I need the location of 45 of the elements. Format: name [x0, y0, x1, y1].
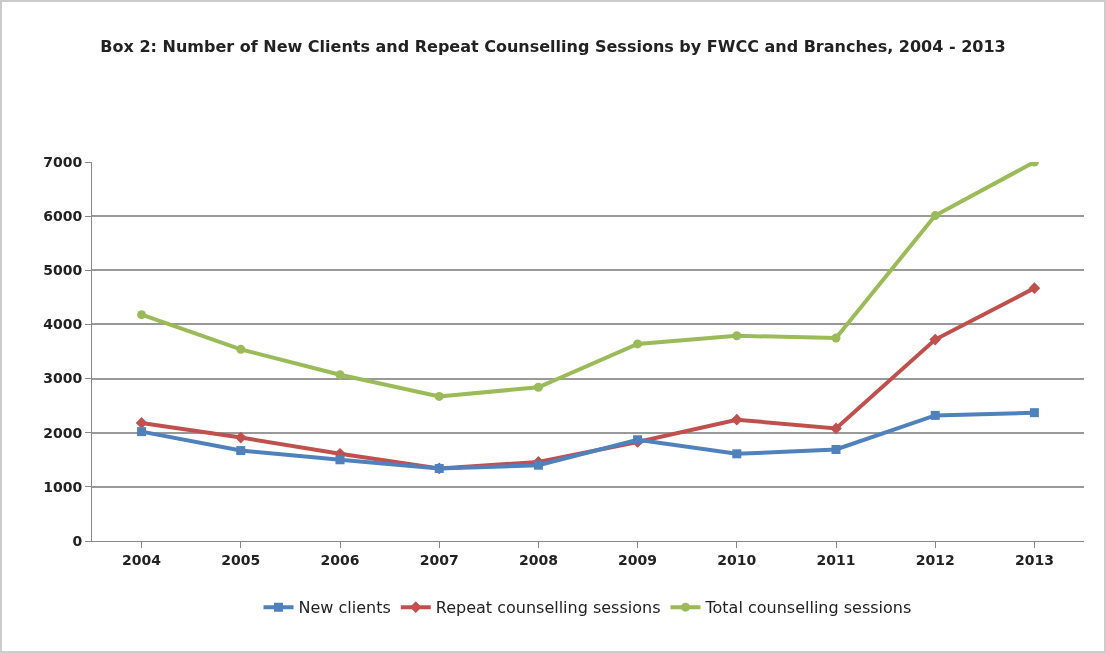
point [730, 413, 743, 426]
x-tick-label: 2010 [717, 551, 757, 568]
x-tick-label: 2008 [518, 551, 558, 568]
point [236, 446, 246, 456]
point [137, 427, 147, 437]
y-tick-label: 7000 [43, 153, 83, 170]
y-tick-label: 0 [72, 532, 83, 549]
point [533, 460, 543, 470]
point [234, 431, 247, 444]
x-tick-label: 2009 [618, 551, 658, 568]
legend-label: Total counselling sessions [704, 598, 912, 618]
point [335, 455, 345, 465]
point [831, 333, 841, 343]
y-tick-label: 3000 [43, 370, 83, 387]
point [135, 417, 148, 429]
chart-title: Box 2: Number of New Clients and Repeat Counselling Sessions by FWCC and Branches, 2004 - 2013 [100, 37, 1006, 57]
x-tick-label: 2007 [419, 551, 459, 568]
point [732, 331, 742, 341]
legend-label: Repeat counselling sessions [435, 598, 661, 618]
y-tick-label: 6000 [43, 208, 83, 225]
point [830, 422, 842, 435]
point [831, 445, 841, 454]
point [434, 391, 444, 401]
point [633, 339, 643, 349]
point [930, 410, 940, 420]
legend-label: New clients [298, 598, 391, 618]
point [930, 211, 940, 221]
x-tick-label: 2005 [221, 551, 261, 568]
y-tick-label: 2000 [43, 424, 83, 441]
y-tick-label: 1000 [43, 478, 83, 495]
point [533, 382, 543, 392]
point [335, 370, 345, 380]
x-tick-label: 2012 [915, 551, 955, 568]
point [1028, 282, 1041, 294]
point [929, 333, 942, 346]
point [732, 449, 742, 459]
point [137, 310, 147, 320]
x-tick-label: 2004 [122, 551, 162, 568]
x-tick-label: 2011 [816, 551, 856, 568]
x-tick-label: 2013 [1014, 551, 1054, 568]
point [236, 344, 246, 354]
y-tick-label: 4000 [43, 316, 83, 333]
y-tick-label: 5000 [43, 262, 83, 279]
x-tick-label: 2006 [320, 551, 360, 568]
point [1029, 408, 1039, 418]
